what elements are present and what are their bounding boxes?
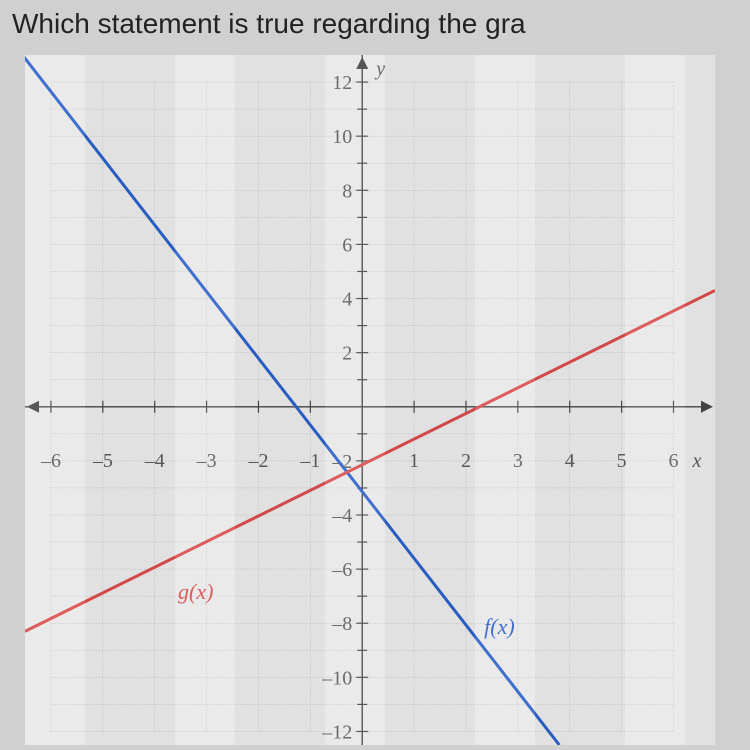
x-tick-label: 2 bbox=[461, 450, 471, 472]
x-tick-label: 1 bbox=[409, 450, 419, 472]
y-tick-label: –8 bbox=[331, 613, 352, 635]
g-line bbox=[25, 290, 715, 631]
y-tick-label: 6 bbox=[342, 234, 352, 256]
y-tick-label: 8 bbox=[342, 180, 352, 202]
y-tick-label: 12 bbox=[332, 72, 352, 94]
y-axis-label: y bbox=[374, 58, 385, 80]
y-tick-label: –4 bbox=[331, 505, 352, 527]
y-tick-label: –10 bbox=[321, 667, 352, 689]
x-tick-label: –3 bbox=[196, 450, 217, 472]
graph-panel: –6–5–4–3–2–1123456–12–10–8–6–4–224681012… bbox=[25, 55, 715, 745]
x-tick-label: –1 bbox=[299, 450, 320, 472]
chart-svg: –6–5–4–3–2–1123456–12–10–8–6–4–224681012… bbox=[25, 55, 715, 745]
x-axis-arrow-left bbox=[27, 401, 39, 413]
x-tick-label: 4 bbox=[565, 450, 575, 472]
x-tick-label: 3 bbox=[513, 450, 523, 472]
x-tick-label: 6 bbox=[668, 450, 678, 472]
screenshot-container: Which statement is true regarding the gr… bbox=[0, 0, 750, 750]
x-axis-label: x bbox=[692, 450, 702, 472]
y-tick-label: 2 bbox=[342, 343, 352, 365]
x-tick-label: 5 bbox=[617, 450, 627, 472]
y-tick-label: –12 bbox=[321, 721, 352, 743]
y-tick-label: 10 bbox=[332, 126, 352, 148]
y-tick-label: 4 bbox=[342, 289, 352, 311]
x-tick-label: –5 bbox=[92, 450, 113, 472]
y-axis-arrow-up bbox=[356, 57, 368, 69]
x-tick-label: –4 bbox=[144, 450, 165, 472]
x-tick-label: –2 bbox=[247, 450, 268, 472]
y-tick-label: –6 bbox=[331, 559, 352, 581]
question-text: Which statement is true regarding the gr… bbox=[0, 0, 750, 48]
g-label: g(x) bbox=[178, 579, 213, 604]
f-line bbox=[25, 55, 559, 745]
x-tick-label: –6 bbox=[40, 450, 61, 472]
f-label: f(x) bbox=[484, 614, 515, 639]
x-axis-arrow-right bbox=[701, 401, 713, 413]
